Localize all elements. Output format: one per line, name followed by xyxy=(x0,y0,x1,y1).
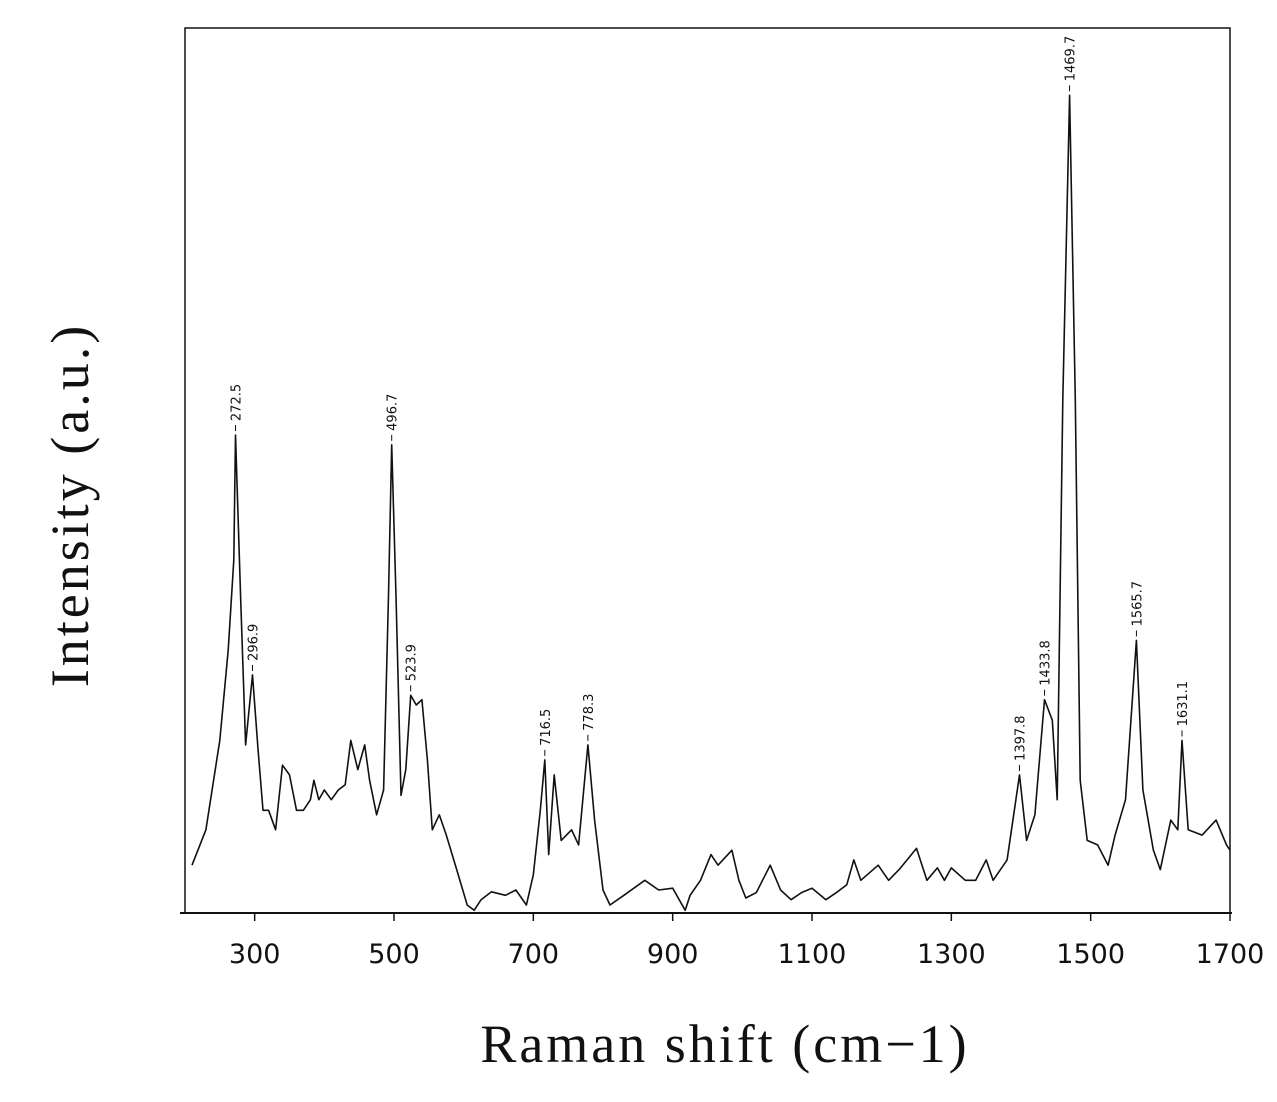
x-tick-label: 500 xyxy=(368,939,420,970)
x-tick-label: 1500 xyxy=(1056,939,1125,970)
x-axis-label: Raman shift (cm−1) xyxy=(480,1014,969,1074)
peak-label: 496.7 xyxy=(386,394,401,431)
y-axis-label: Intensity (a.u.) xyxy=(40,323,100,687)
peak-label: 1631.1 xyxy=(1176,681,1191,727)
spectrum-line xyxy=(191,94,1231,912)
peak-label: 296.9 xyxy=(247,624,262,661)
x-tick-label: 1300 xyxy=(917,939,986,970)
x-tick-label: 700 xyxy=(508,939,560,970)
peak-label: 1565.7 xyxy=(1130,581,1145,627)
x-tick-label: 900 xyxy=(647,939,699,970)
peak-label: 716.5 xyxy=(539,709,554,746)
plot-frame xyxy=(184,27,1231,914)
x-tick-label: 1100 xyxy=(778,939,847,970)
peak-label: 1397.8 xyxy=(1013,715,1028,761)
peak-label: 1469.7 xyxy=(1064,36,1079,82)
x-tick-label: 1700 xyxy=(1196,939,1265,970)
peak-label: 778.3 xyxy=(582,694,597,731)
peak-label: 1433.8 xyxy=(1039,640,1054,686)
peak-label: 272.5 xyxy=(230,384,245,421)
peak-label: 523.9 xyxy=(405,644,420,681)
x-tick-label: 300 xyxy=(229,939,281,970)
